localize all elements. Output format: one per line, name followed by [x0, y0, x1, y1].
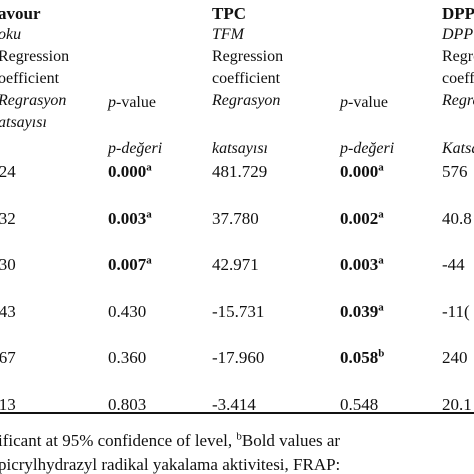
tpc-pvalue-cell-value: 0.003	[340, 255, 379, 274]
g3-coef-header-line2: coeffi	[442, 70, 474, 87]
flavour-pvalue-cell-value: 0.000	[108, 162, 147, 181]
dpph-coefficient-cell: -11(	[442, 303, 470, 320]
group-subtitle-flavour: oku	[0, 26, 22, 43]
tpc-pvalue-cell-value: 0.548	[340, 395, 379, 414]
tpc-coefficient-cell: -15.731	[212, 303, 264, 320]
tpc-coefficient-cell-value: -3.414	[212, 395, 256, 414]
group-title-dpph: DPP	[442, 4, 474, 23]
dpph-coefficient-cell-value: 240	[442, 348, 468, 367]
flavour-pvalue-cell-superscript: a	[146, 254, 152, 267]
flavour-coefficient-cell-value: .624	[0, 162, 16, 181]
flavour-coefficient-cell: .067	[0, 349, 16, 366]
flavour-coefficient-cell: .013	[0, 396, 16, 413]
tpc-pvalue-cell: 0.002a	[340, 208, 384, 228]
flavour-pvalue-cell-superscript: a	[146, 208, 152, 221]
footnote-line-1: ificant at 95% confidence of level, bBol…	[0, 430, 341, 450]
tpc-pvalue-cell-value: 0.039	[340, 302, 379, 321]
tpc-pvalue-cell-superscript: a	[378, 208, 384, 221]
group-title-flavour: avour	[0, 4, 41, 23]
flavour-coefficient-cell: .624	[0, 163, 16, 180]
group-title-tpc: TPC	[212, 4, 246, 23]
tpc-pvalue-cell-superscript: a	[378, 254, 384, 267]
flavour-coefficient-cell-value: .332	[0, 209, 16, 228]
tpc-coefficient-cell: -3.414	[212, 396, 256, 413]
flavour-pvalue-cell-value: 0.360	[108, 348, 147, 367]
flavour-pvalue-cell: 0.003a	[108, 208, 152, 228]
tpc-pvalue-cell-superscript: b	[378, 347, 385, 360]
flavour-pvalue-cell-value: 0.003	[108, 209, 147, 228]
tpc-pvalue-cell: 0.003a	[340, 254, 384, 274]
g3-coef-header-line4: Katsa	[442, 140, 474, 157]
tpc-pvalue-cell: 0.039a	[340, 301, 384, 321]
tpc-pvalue-cell: 0.000a	[340, 161, 384, 181]
tpc-coefficient-cell-value: 42.971	[212, 255, 259, 274]
flavour-coefficient-cell-value: .043	[0, 302, 16, 321]
dpph-coefficient-cell: 20.1	[442, 396, 472, 413]
tpc-pvalue-cell-value: 0.000	[340, 162, 379, 181]
tpc-coefficient-cell: 37.780	[212, 210, 259, 227]
flavour-pvalue-cell-superscript: a	[146, 161, 152, 174]
g3-coef-header-line3: Regre	[442, 92, 474, 109]
flavour-coefficient-cell-value: .330	[0, 255, 16, 274]
flavour-coefficient-cell: .332	[0, 210, 16, 227]
tpc-coefficient-cell-value: -15.731	[212, 302, 265, 321]
g1-pdegeri-header: p-değeri	[108, 140, 163, 157]
tpc-coefficient-cell: 481.729	[212, 163, 267, 180]
flavour-pvalue-cell: 0.000a	[108, 161, 152, 181]
tpc-pvalue-cell-value: 0.002	[340, 209, 379, 228]
footnote-line-2: picrylhydrazyl radikal yakalama aktivite…	[0, 455, 341, 474]
g3-coef-header-line1: Regre	[442, 48, 474, 65]
table-bottom-rule	[0, 412, 474, 414]
flavour-coefficient-cell-value: .067	[0, 348, 16, 367]
flavour-coefficient-cell: .043	[0, 303, 16, 320]
g2-pvalue-header: p-value	[340, 94, 388, 111]
tpc-coefficient-cell-value: 37.780	[212, 209, 259, 228]
g1-coef-header-line3: Regrasyon	[0, 92, 67, 109]
g2-coef-header-line2: coefficient	[212, 70, 281, 87]
tpc-pvalue-cell-superscript: a	[378, 161, 384, 174]
g2-coef-header-line3: Regrasyon	[212, 92, 281, 109]
flavour-pvalue-cell: 0.430	[108, 303, 146, 320]
tpc-pvalue-cell-superscript: a	[378, 301, 384, 314]
g1-coef-header-line4: atsayısı	[0, 114, 47, 131]
flavour-pvalue-cell-value: 0.007	[108, 255, 147, 274]
tpc-pvalue-cell-value: 0.058	[340, 348, 379, 367]
g1-coef-header-line1: Regression	[0, 48, 70, 65]
group-subtitle-tpc: TFM	[212, 26, 244, 43]
dpph-coefficient-cell: 40.8	[442, 210, 472, 227]
dpph-coefficient-cell-value: 576	[442, 162, 468, 181]
flavour-coefficient-cell: .330	[0, 256, 16, 273]
group-subtitle-dpph: DPP	[442, 26, 474, 43]
flavour-pvalue-cell-value: 0.803	[108, 395, 147, 414]
flavour-pvalue-cell-value: 0.430	[108, 302, 147, 321]
dpph-coefficient-cell-value: 20.1	[442, 395, 472, 414]
g2-coef-header-line1: Regression	[212, 48, 284, 65]
dpph-coefficient-cell-value: -44	[442, 255, 465, 274]
dpph-coefficient-cell-value: -11(	[442, 302, 470, 321]
tpc-coefficient-cell: 42.971	[212, 256, 259, 273]
tpc-pvalue-cell: 0.058b	[340, 347, 385, 367]
dpph-coefficient-cell: 576	[442, 163, 468, 180]
g2-coef-header-line4: katsayısı	[212, 140, 268, 157]
tpc-coefficient-cell: -17.960	[212, 349, 264, 366]
flavour-pvalue-cell: 0.360	[108, 349, 146, 366]
flavour-pvalue-cell: 0.803	[108, 396, 146, 413]
dpph-coefficient-cell-value: 40.8	[442, 209, 472, 228]
flavour-pvalue-cell: 0.007a	[108, 254, 152, 274]
tpc-coefficient-cell-value: 481.729	[212, 162, 268, 181]
g2-pdegeri-header: p-değeri	[340, 140, 395, 157]
tpc-coefficient-cell-value: -17.960	[212, 348, 265, 367]
g1-coef-header-line2: oefficient	[0, 70, 60, 87]
dpph-coefficient-cell: -44	[442, 256, 465, 273]
g1-pvalue-header: p-value	[108, 94, 156, 111]
flavour-coefficient-cell-value: .013	[0, 395, 16, 414]
dpph-coefficient-cell: 240	[442, 349, 468, 366]
tpc-pvalue-cell: 0.548	[340, 396, 378, 413]
